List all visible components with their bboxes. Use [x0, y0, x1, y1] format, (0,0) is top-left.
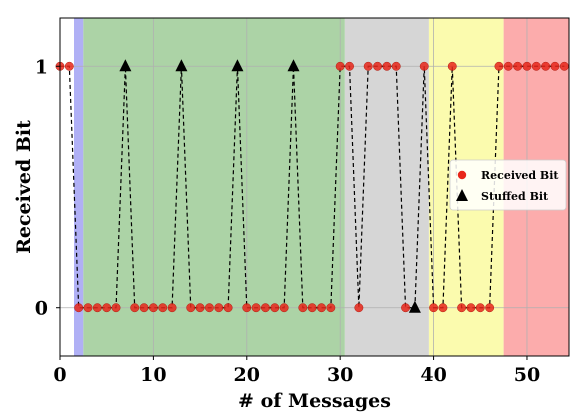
legend-label: Stuffed Bit	[481, 190, 549, 203]
received-bit-point	[130, 303, 140, 313]
received-bit-point	[102, 303, 112, 313]
received-bit-point	[317, 303, 326, 313]
received-bit-point	[503, 61, 513, 71]
received-bit-point	[195, 303, 205, 313]
received-bit-point	[401, 303, 411, 313]
received-bit-point	[550, 61, 560, 71]
received-bit-point	[298, 303, 308, 313]
received-bit-point	[261, 303, 270, 313]
received-bit-point	[429, 303, 439, 313]
stuffed-bit-point	[287, 59, 300, 72]
received-bit-point	[214, 303, 224, 313]
x-tick-label: 40	[420, 364, 446, 386]
received-bit-point	[522, 61, 532, 71]
received-bit-point	[419, 61, 429, 71]
received-bit-point	[204, 303, 214, 313]
legend: Received Bit Stuffed Bit	[449, 159, 567, 211]
received-bit-point	[391, 61, 401, 71]
received-bit-point	[83, 303, 93, 313]
received-bit-point	[242, 303, 252, 313]
background-regions	[74, 18, 569, 356]
received-bit-point	[447, 61, 457, 71]
received-bit-point	[559, 61, 569, 71]
received-bit-point	[438, 303, 448, 313]
received-bit-point	[223, 303, 233, 313]
received-bit-point	[307, 303, 317, 313]
received-bit-point	[382, 61, 392, 71]
y-tick-label: 0	[35, 298, 48, 320]
received-bit-point	[485, 303, 495, 313]
received-bit-point	[541, 61, 551, 71]
stuffed-bit-point	[408, 300, 421, 313]
x-tick-label: 10	[140, 364, 166, 386]
legend-received-marker	[457, 170, 467, 180]
received-bit-point	[345, 61, 354, 71]
data-points	[55, 59, 569, 313]
received-bit-point	[373, 61, 382, 71]
received-bit-point	[270, 303, 280, 313]
received-bit-point	[186, 303, 196, 313]
y-tick-label: 1	[35, 56, 48, 78]
received-bit-point	[326, 303, 336, 313]
x-tick-label: 20	[234, 364, 260, 386]
x-axis-label: # of Messages	[238, 390, 391, 412]
received-bit-point	[513, 61, 523, 71]
received-bit-point	[64, 61, 74, 71]
received-bit-point	[167, 303, 177, 313]
axis-ticks: 0 10 20 30 40 50 0 1	[35, 56, 540, 386]
received-bit-point	[531, 61, 541, 71]
received-bit-point	[251, 303, 261, 313]
received-bit-point	[92, 303, 102, 313]
received-bit-point	[475, 303, 485, 313]
plot-frame	[59, 17, 570, 357]
x-tick-label: 30	[327, 364, 353, 386]
stuffed-bit-point	[231, 59, 244, 72]
received-bit-point	[457, 303, 467, 313]
y-axis-label: Received Bit	[13, 120, 35, 254]
legend-box	[449, 159, 567, 211]
region-1	[83, 18, 345, 356]
received-bit-point	[148, 303, 158, 313]
region-0	[74, 18, 84, 356]
received-bit-point	[139, 303, 149, 313]
received-bit-point	[158, 303, 168, 313]
received-bit-point	[279, 303, 289, 313]
x-tick-label: 50	[514, 364, 540, 386]
received-bit-point	[354, 303, 364, 313]
legend-label: Received Bit	[481, 169, 559, 182]
received-bit-point	[111, 303, 121, 313]
received-bit-point	[74, 303, 84, 313]
stuffed-bit-point	[119, 59, 132, 72]
received-bit-point	[494, 61, 504, 71]
legend-stuffed-marker	[456, 189, 468, 201]
received-bit-point	[335, 61, 345, 71]
received-bit-point	[363, 61, 373, 71]
stuffed-bit-point	[175, 59, 188, 72]
x-tick-label: 0	[53, 364, 66, 386]
received-bit-point	[466, 303, 476, 313]
